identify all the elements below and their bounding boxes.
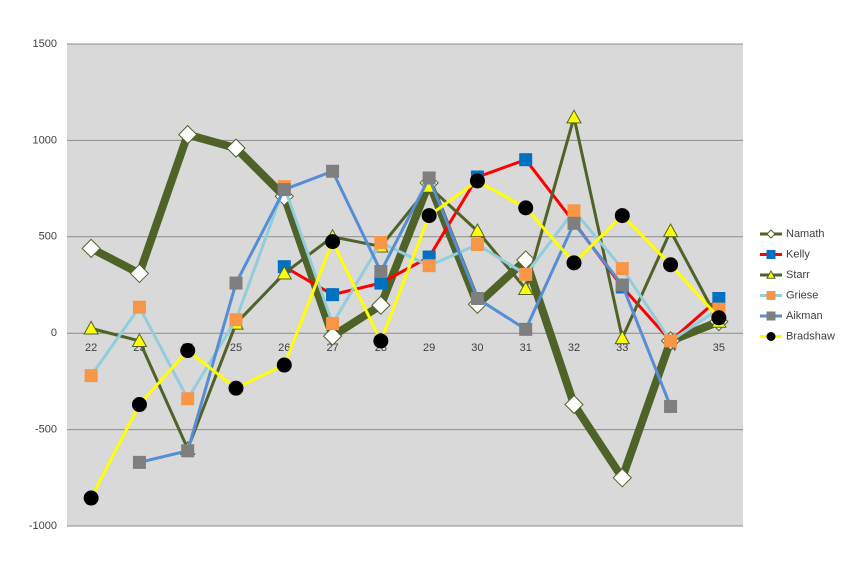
x-tick-label: 22 [85, 342, 97, 354]
legend-marker [766, 269, 776, 279]
marker [614, 208, 630, 224]
marker [180, 343, 196, 359]
series [83, 173, 727, 506]
marker [470, 291, 484, 305]
marker [132, 300, 146, 314]
marker [276, 357, 292, 373]
legend-label: Kelly [786, 248, 810, 260]
y-tick-label: 500 [39, 231, 57, 243]
marker [322, 326, 343, 346]
x-tick-label: 29 [423, 342, 435, 354]
x-tick-label: 27 [326, 342, 338, 354]
series [132, 164, 678, 469]
marker [566, 255, 582, 271]
marker [178, 124, 198, 145]
marker [181, 444, 195, 458]
legend-marker [766, 291, 776, 300]
legend-label: Griese [786, 289, 818, 301]
legend-marker [766, 332, 776, 341]
marker [664, 334, 678, 348]
marker [519, 267, 533, 281]
marker [229, 313, 243, 327]
marker [84, 369, 98, 383]
line [89, 185, 720, 401]
marker [277, 183, 291, 197]
marker [374, 276, 388, 290]
marker [567, 204, 581, 218]
legend-label: Namath [786, 228, 825, 240]
marker [129, 263, 150, 284]
marker [615, 262, 629, 276]
x-tick-label: 26 [278, 342, 290, 354]
marker [81, 238, 101, 259]
marker [519, 322, 533, 336]
marker [517, 280, 534, 295]
marker [374, 265, 388, 279]
line [89, 130, 721, 482]
line [89, 179, 720, 499]
marker [614, 329, 631, 345]
marker [711, 310, 727, 326]
marker [132, 455, 146, 469]
y-tick-label: -1000 [29, 520, 57, 532]
legend-marker [766, 311, 776, 321]
marker [518, 200, 534, 216]
marker [469, 173, 485, 189]
legend-marker [766, 229, 776, 239]
marker [567, 216, 581, 230]
x-tick-label: 35 [713, 342, 725, 354]
x-tick-label: 25 [230, 342, 242, 354]
x-tick-label: 31 [520, 342, 532, 354]
line [139, 169, 672, 464]
legend-label: Bradshaw [786, 330, 835, 342]
marker [422, 259, 436, 273]
marker [663, 257, 679, 273]
x-tick-label: 33 [616, 342, 628, 354]
marker [421, 208, 437, 224]
marker [470, 238, 484, 252]
marker [664, 399, 678, 413]
marker [229, 276, 243, 290]
marker [325, 234, 341, 250]
marker [181, 392, 195, 406]
marker [374, 236, 388, 250]
marker [422, 171, 436, 185]
marker [469, 222, 486, 238]
marker [564, 394, 584, 415]
marker [228, 380, 244, 396]
marker [662, 222, 679, 238]
y-tick-label: 0 [51, 327, 57, 339]
plot-area [67, 44, 743, 526]
marker [226, 138, 246, 158]
marker [276, 265, 293, 280]
y-tick-label: 1500 [33, 38, 57, 50]
legend-label: Starr [786, 269, 810, 281]
marker [373, 333, 389, 349]
marker [131, 397, 147, 413]
y-tick-label: -500 [35, 424, 57, 436]
marker [566, 109, 582, 124]
marker [83, 320, 99, 335]
marker [326, 288, 340, 302]
marker [519, 153, 533, 167]
marker [326, 164, 340, 178]
legend-label: Aikman [786, 310, 823, 322]
y-tick-label: 1000 [33, 134, 57, 146]
marker [615, 278, 629, 292]
series [84, 180, 726, 406]
legend-marker [766, 250, 776, 259]
marker [131, 332, 148, 348]
x-tick-label: 32 [568, 342, 580, 354]
marker [612, 468, 632, 488]
x-tick-label: 30 [471, 342, 483, 354]
marker [83, 490, 99, 506]
marker [371, 295, 391, 315]
marker [326, 317, 340, 331]
